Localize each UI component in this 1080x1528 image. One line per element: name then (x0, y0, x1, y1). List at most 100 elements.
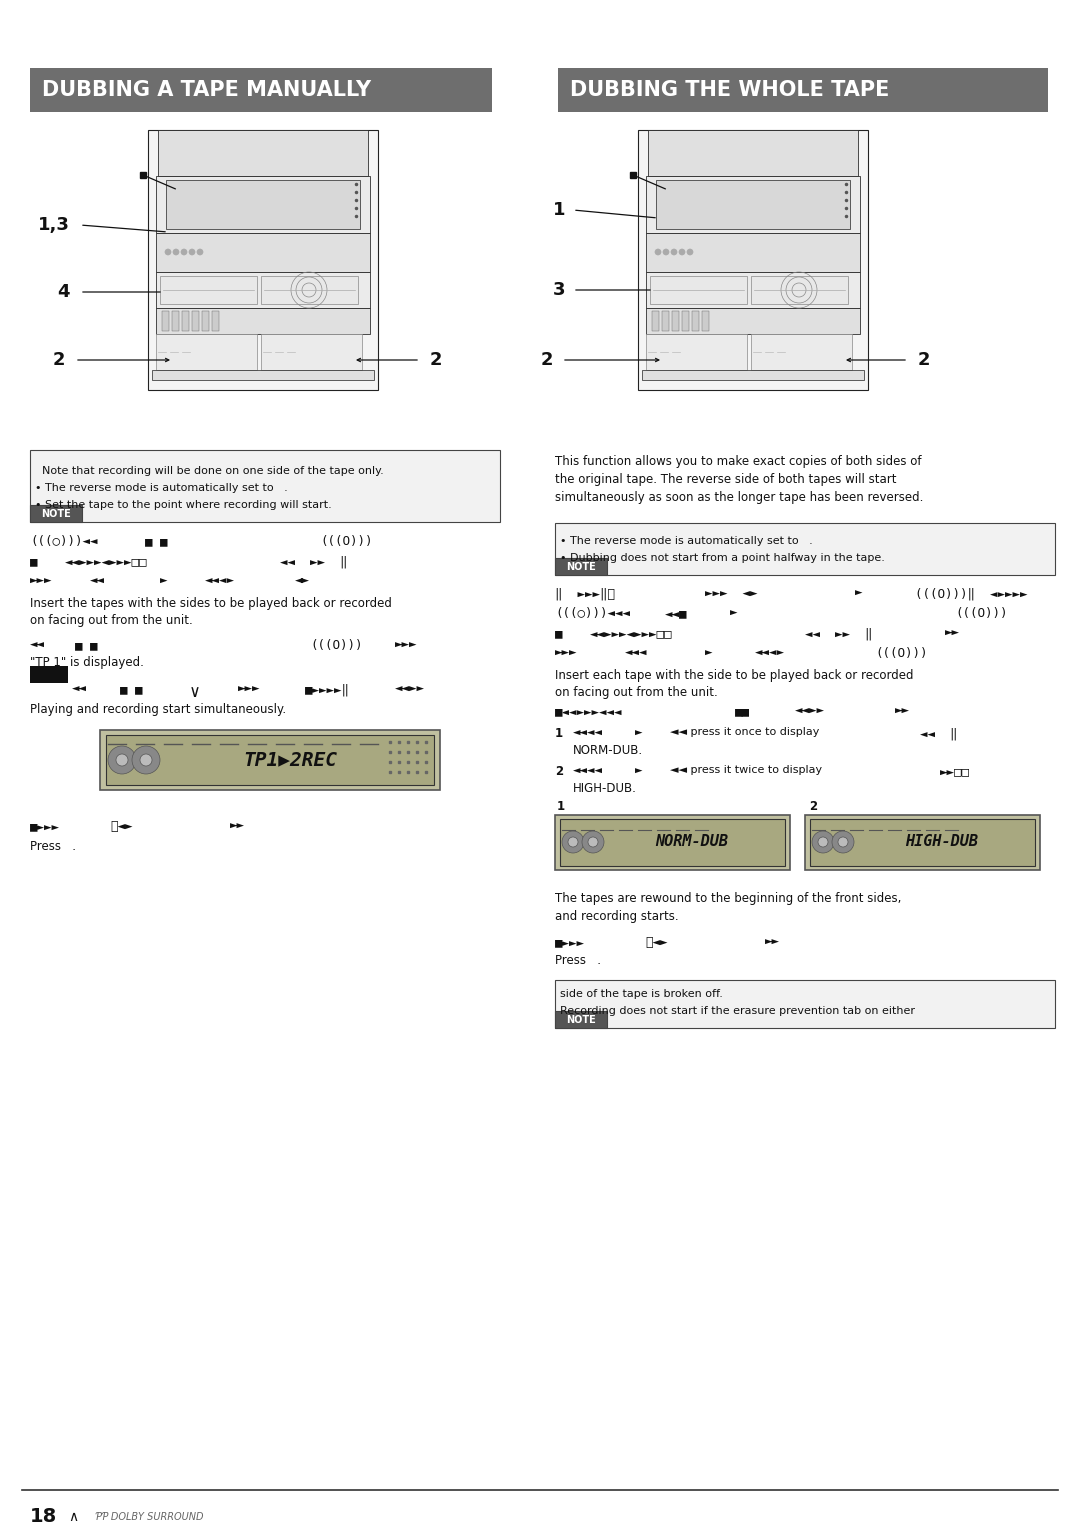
Text: side of the tape is broken off.: side of the tape is broken off. (561, 989, 723, 999)
Text: ■◄◄►►►◄◄◄: ■◄◄►►►◄◄◄ (555, 704, 622, 718)
Circle shape (818, 837, 828, 847)
Bar (148, 130, 378, 390)
Text: ■►►►: ■►►► (30, 821, 60, 833)
Text: 2: 2 (555, 766, 563, 778)
Bar (672, 312, 679, 332)
Circle shape (181, 249, 187, 255)
Text: ◄◄: ◄◄ (72, 683, 87, 695)
Text: ◄◄►►►◄►►►□□: ◄◄►►►◄►►►□□ (590, 626, 673, 640)
Text: 2: 2 (53, 351, 65, 368)
Text: (((O))): (((O))) (320, 535, 373, 549)
Text: ►: ► (705, 646, 713, 660)
Text: Note that recording will be done on one side of the tape only.: Note that recording will be done on one … (35, 466, 383, 477)
Text: on facing out from the unit.: on facing out from the unit. (30, 614, 192, 626)
Text: ►►: ►► (765, 937, 780, 949)
Text: the original tape. The reverse side of both tapes will start: the original tape. The reverse side of b… (555, 474, 896, 486)
Text: 4: 4 (57, 283, 70, 301)
Text: ◄◄►►: ◄◄►► (795, 704, 825, 718)
Text: ►►: ►► (230, 821, 245, 833)
Text: 1: 1 (553, 202, 565, 219)
Text: ◄◄◄►: ◄◄◄► (755, 646, 785, 660)
Text: ◄◄ press it once to display: ◄◄ press it once to display (670, 727, 820, 736)
Text: ►: ► (635, 727, 643, 740)
Text: NORM-DUB: NORM-DUB (656, 834, 729, 850)
Bar (172, 312, 179, 332)
Text: This function allows you to make exact copies of both sides of: This function allows you to make exact c… (555, 455, 921, 468)
Text: ◄◄◄◄: ◄◄◄◄ (573, 766, 603, 778)
Text: NOTE: NOTE (41, 509, 71, 520)
Text: (((O))): (((O))) (955, 607, 1008, 620)
Bar (555, 558, 607, 575)
Circle shape (108, 746, 136, 775)
Text: ■■: ■■ (735, 704, 750, 718)
Text: ►: ► (160, 575, 167, 588)
Bar (810, 819, 1035, 866)
Bar (156, 309, 370, 335)
Bar (100, 730, 440, 790)
Text: ƤƤ DOLBY SURROUND: ƤƤ DOLBY SURROUND (95, 1513, 203, 1522)
Text: 2: 2 (430, 351, 443, 368)
Text: ◄◄►►: ◄◄►► (395, 683, 426, 695)
Text: 2: 2 (918, 351, 931, 368)
Text: ∧: ∧ (68, 1510, 78, 1523)
Circle shape (588, 837, 598, 847)
Circle shape (663, 249, 669, 255)
Text: ►►►: ►►► (395, 639, 418, 652)
Text: • Set the tape to the point where recording will start.: • Set the tape to the point where record… (35, 500, 332, 510)
Circle shape (562, 831, 584, 853)
Text: REC: REC (37, 686, 62, 695)
Circle shape (582, 831, 604, 853)
Circle shape (812, 831, 834, 853)
Text: DUBBING A TAPE MANUALLY: DUBBING A TAPE MANUALLY (42, 79, 372, 99)
Text: ◄◄ press it twice to display: ◄◄ press it twice to display (670, 766, 822, 775)
Text: 1: 1 (555, 727, 563, 740)
Text: ►►►  ◄►: ►►► ◄► (705, 587, 757, 601)
Bar (656, 180, 850, 229)
Bar (202, 312, 210, 332)
Circle shape (165, 249, 171, 255)
Circle shape (132, 746, 160, 775)
Bar (156, 335, 257, 370)
Bar (646, 176, 860, 232)
Text: ◄►: ◄► (295, 575, 310, 588)
Text: The tapes are rewound to the beginning of the front sides,: The tapes are rewound to the beginning o… (555, 892, 902, 905)
Circle shape (116, 753, 129, 766)
Bar (642, 370, 864, 380)
Text: ►: ► (635, 766, 643, 778)
Bar (681, 312, 689, 332)
Bar (646, 335, 747, 370)
Text: HIGH-DUB: HIGH-DUB (905, 834, 978, 850)
Bar (261, 277, 357, 304)
Text: (((○)))◄◄: (((○)))◄◄ (30, 535, 97, 549)
Text: DUBBING THE WHOLE TAPE: DUBBING THE WHOLE TAPE (570, 79, 889, 99)
Text: NOTE: NOTE (566, 1015, 596, 1025)
Circle shape (140, 753, 152, 766)
Text: ►►: ►► (945, 626, 960, 640)
Bar (192, 312, 199, 332)
Bar (156, 232, 370, 272)
Text: ■►►►: ■►►► (555, 937, 585, 949)
Bar (156, 272, 370, 309)
Bar (652, 312, 659, 332)
Text: ◄◄: ◄◄ (30, 639, 45, 652)
Circle shape (654, 249, 661, 255)
Text: TP1▶2REC: TP1▶2REC (243, 750, 337, 770)
Circle shape (568, 837, 578, 847)
Text: • The reverse mode is automatically set to   .: • The reverse mode is automatically set … (35, 483, 287, 494)
Text: and recording starts.: and recording starts. (555, 911, 678, 923)
Bar (555, 814, 789, 869)
Text: ►►►: ►►► (238, 683, 260, 695)
Text: ►: ► (855, 587, 863, 601)
Text: • The reverse mode is automatically set to   .: • The reverse mode is automatically set … (561, 536, 813, 545)
Text: ◄◄: ◄◄ (90, 575, 105, 588)
Text: ■►►►►‖: ■►►►►‖ (305, 683, 350, 695)
Text: 2: 2 (540, 351, 553, 368)
Bar (558, 69, 1048, 112)
Text: 2: 2 (809, 801, 818, 813)
Bar (162, 312, 168, 332)
Text: ►►►: ►►► (555, 646, 578, 660)
Text: ◄◄  ►►  ‖: ◄◄ ►► ‖ (805, 626, 873, 640)
Text: ◄◄►►►◄►►►□□: ◄◄►►►◄►►►□□ (65, 555, 148, 568)
Text: Press   .: Press . (555, 953, 600, 967)
Text: ■ ■: ■ ■ (120, 683, 143, 695)
